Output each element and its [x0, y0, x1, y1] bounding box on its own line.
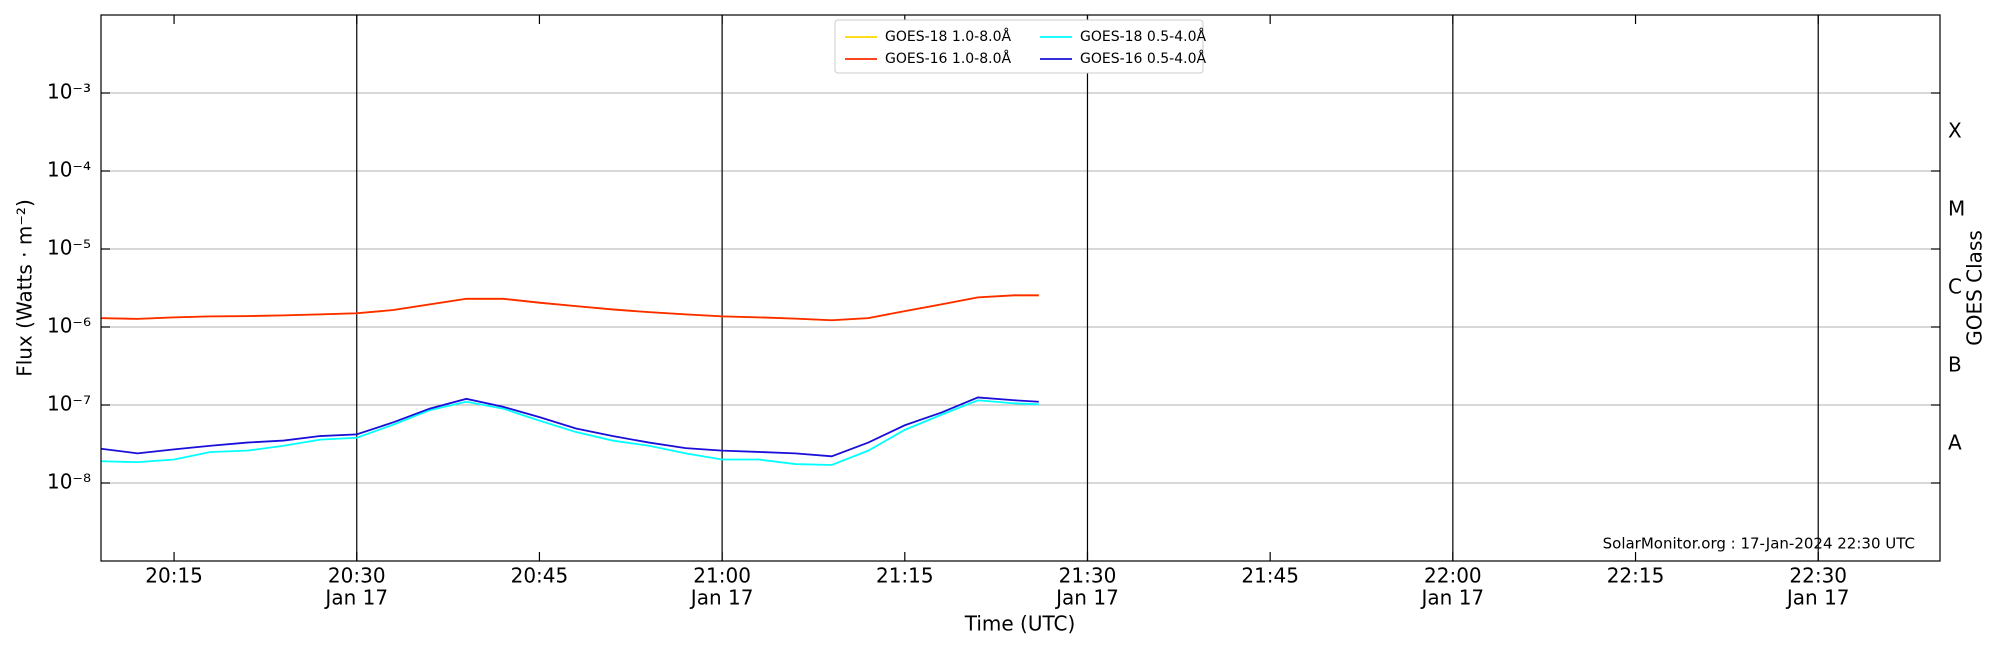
x-tick-label: 21:00	[693, 564, 751, 588]
y-tick-label: 10⁻⁷	[47, 392, 91, 416]
y2-tick-label: C	[1948, 275, 1962, 299]
y-tick-label: 10⁻⁸	[47, 470, 91, 494]
legend-label: GOES-16 1.0-8.0Å	[885, 50, 1011, 67]
y2-tick-label: M	[1948, 197, 1965, 221]
x-tick-label: 22:15	[1607, 564, 1665, 588]
y-tick-label: 10⁻⁶	[47, 314, 91, 338]
legend-label: GOES-18 1.0-8.0Å	[885, 28, 1011, 45]
x-tick-label: 21:15	[876, 564, 934, 588]
x-tick-label: 22:00	[1424, 564, 1482, 588]
x-tick-date: Jan 17	[1054, 586, 1119, 610]
annotation: SolarMonitor.org : 17-Jan-2024 22:30 UTC	[1603, 535, 1915, 553]
y-tick-label: 10⁻³	[47, 80, 91, 104]
x-tick-label: 20:30	[328, 564, 386, 588]
series-line	[100, 396, 1039, 458]
plot-frame	[100, 14, 1941, 562]
x-tick-label: 21:45	[1241, 564, 1299, 588]
legend-box	[834, 19, 1204, 74]
y2-tick-label: X	[1948, 119, 1962, 143]
x-tick-date: Jan 17	[323, 586, 388, 610]
x-axis-label: Time (UTC)	[964, 612, 1076, 636]
y2-tick-label: B	[1948, 353, 1962, 377]
y2-tick-label: A	[1948, 431, 1962, 455]
y2-axis-label: GOES Class	[1963, 230, 1987, 346]
x-tick-label: 22:30	[1789, 564, 1847, 588]
y-axis-label: Flux (Watts · m⁻²)	[13, 199, 37, 377]
x-tick-label: 21:30	[1059, 564, 1117, 588]
legend-label: GOES-18 0.5-4.0Å	[1080, 28, 1206, 45]
y-tick-label: 10⁻⁵	[47, 236, 91, 260]
series-line	[100, 399, 1039, 466]
x-tick-label: 20:15	[145, 564, 203, 588]
x-tick-date: Jan 17	[1785, 586, 1850, 610]
legend-label: GOES-16 0.5-4.0Å	[1080, 50, 1206, 67]
x-tick-date: Jan 17	[1420, 586, 1485, 610]
y-tick-label: 10⁻⁴	[47, 158, 91, 182]
x-tick-label: 20:45	[511, 564, 569, 588]
legend: GOES-18 1.0-8.0Å GOES-16 1.0-8.0Å GOES-18 …	[834, 19, 1206, 74]
x-tick-date: Jan 17	[689, 586, 754, 610]
series-line	[100, 294, 1039, 322]
